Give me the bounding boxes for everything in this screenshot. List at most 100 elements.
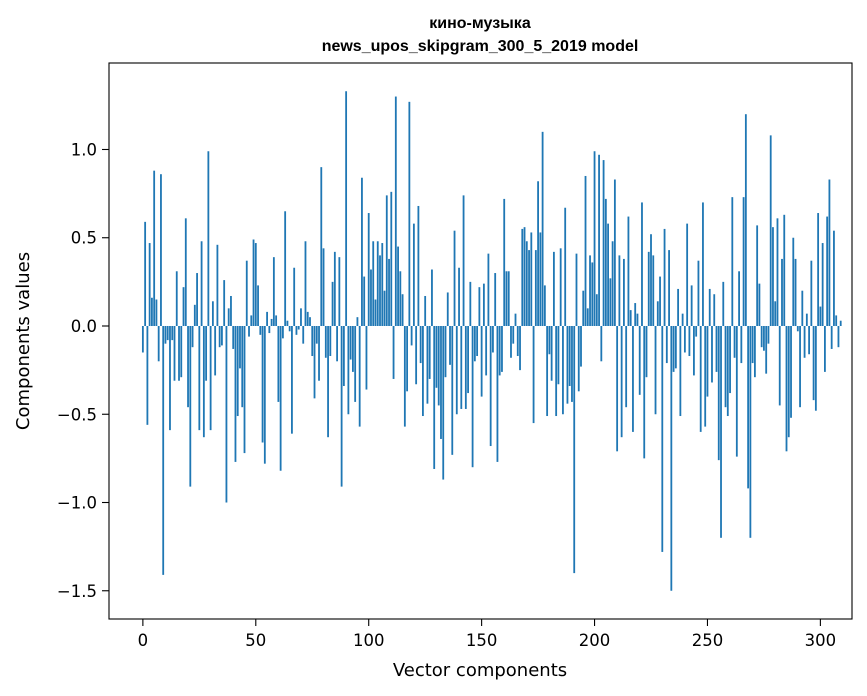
bar-151 (482, 283, 485, 326)
bar-199 (591, 262, 594, 326)
bar-155 (492, 326, 494, 353)
bar-52 (259, 326, 262, 335)
bar-202 (598, 154, 600, 326)
bar-220 (638, 326, 641, 395)
bar-144 (467, 326, 469, 394)
bar-165 (514, 313, 517, 326)
bar-273 (758, 283, 761, 326)
bar-280 (774, 301, 777, 326)
x-tick-label-50: 50 (245, 631, 266, 650)
bar-0 (141, 326, 144, 353)
bar-169 (523, 227, 526, 326)
bar-61 (279, 326, 282, 471)
bar-26 (200, 241, 203, 326)
bar-248 (702, 202, 704, 326)
bar-217 (632, 326, 634, 432)
bar-182 (552, 251, 555, 326)
plot-frame (108, 62, 853, 620)
bar-39 (230, 295, 232, 326)
bar-259 (726, 326, 729, 417)
bar-209 (613, 179, 616, 326)
bar-88 (340, 326, 343, 487)
bar-104 (376, 241, 379, 326)
bar-170 (525, 241, 528, 326)
bar-114 (399, 271, 402, 326)
bar-227 (654, 326, 657, 415)
bar-223 (645, 326, 648, 378)
x-axis-label: Vector components (393, 660, 567, 681)
bar-195 (582, 290, 585, 326)
bar-219 (636, 313, 639, 326)
bar-120 (412, 223, 415, 326)
bar-71 (302, 326, 305, 344)
bar-154 (489, 326, 492, 447)
bar-183 (555, 326, 558, 417)
bar-187 (564, 207, 567, 326)
bar-179 (546, 326, 549, 417)
bar-48 (250, 315, 253, 326)
bar-122 (417, 205, 420, 326)
bar-197 (586, 308, 589, 326)
bar-289 (794, 258, 797, 326)
bar-250 (706, 326, 709, 397)
bar-53 (261, 326, 264, 443)
bar-232 (665, 326, 668, 364)
bar-251 (708, 288, 711, 326)
bar-35 (221, 326, 223, 346)
bar-94 (354, 326, 357, 402)
bar-125 (424, 295, 427, 326)
bar-66 (291, 326, 293, 434)
bar-278 (769, 135, 772, 326)
bar-41 (234, 326, 237, 462)
bar-300 (819, 306, 822, 326)
bar-262 (733, 326, 736, 358)
bar-173 (532, 326, 535, 424)
bar-258 (724, 326, 727, 408)
bar-106 (381, 243, 384, 326)
bar-216 (629, 310, 632, 326)
bar-249 (704, 326, 707, 427)
bar-184 (557, 326, 560, 385)
bar-62 (281, 326, 284, 339)
bar-12 (169, 326, 171, 431)
bar-164 (512, 326, 515, 344)
bar-266 (742, 197, 745, 326)
bar-95 (356, 317, 359, 326)
bar-271 (753, 326, 756, 378)
bar-166 (516, 326, 519, 357)
y-tick-label-5: 1.0 (71, 140, 97, 159)
x-tick-label-100: 100 (353, 631, 385, 650)
bar-69 (297, 326, 300, 330)
bar-22 (191, 326, 194, 348)
bar-177 (541, 131, 544, 326)
bar-204 (602, 160, 605, 326)
bar-152 (485, 326, 488, 376)
x-tick-label-250: 250 (692, 631, 724, 650)
bar-17 (180, 326, 183, 378)
bar-133 (442, 326, 445, 480)
bar-50 (254, 243, 257, 326)
y-tick-label-2: −0.5 (57, 405, 97, 424)
bar-274 (760, 326, 763, 348)
bar-167 (519, 326, 521, 371)
x-tick-label-200: 200 (579, 631, 611, 650)
bar-247 (699, 326, 702, 432)
bar-75 (311, 326, 314, 357)
bar-10 (164, 326, 167, 344)
bar-267 (744, 114, 747, 326)
bar-65 (288, 326, 291, 332)
bar-9 (162, 326, 165, 575)
bar-201 (595, 294, 598, 326)
bar-4 (151, 297, 153, 326)
bar-245 (695, 326, 698, 337)
bar-176 (539, 232, 542, 326)
bar-196 (584, 175, 587, 326)
bar-277 (767, 326, 770, 344)
bar-127 (428, 326, 431, 379)
bar-207 (609, 278, 612, 326)
y-tick-label-0: −1.5 (57, 582, 97, 601)
bar-7 (157, 326, 160, 362)
bar-286 (787, 326, 790, 438)
bar-20 (187, 326, 189, 408)
bar-241 (686, 223, 689, 326)
